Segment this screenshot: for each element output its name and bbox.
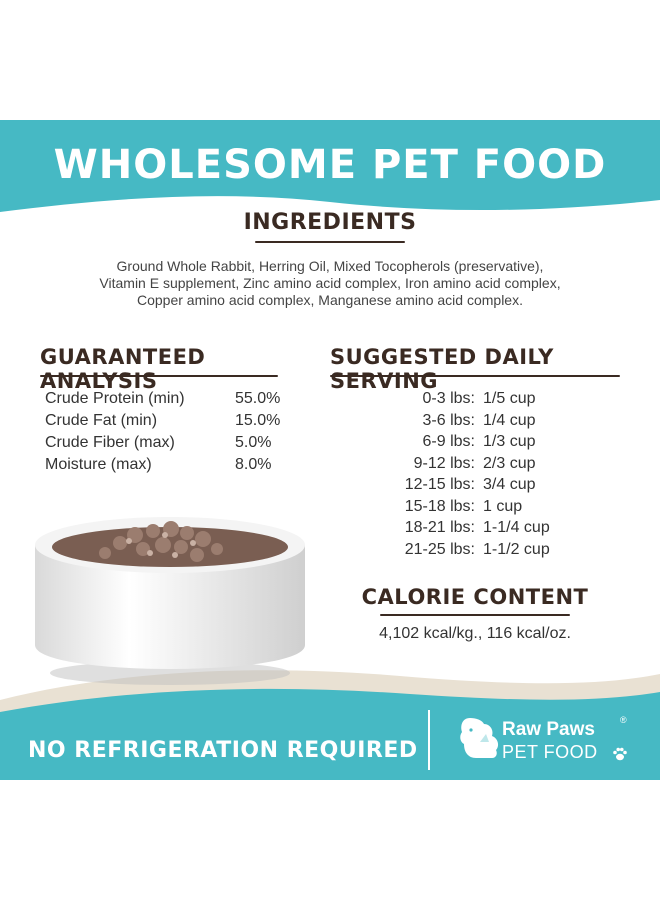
serving-heading: SUGGESTED DAILY SERVING: [330, 345, 554, 393]
ingredients-line: Ground Whole Rabbit, Herring Oil, Mixed …: [116, 258, 544, 274]
serving-table: 0-3 lbs: 1/5 cup 3-6 lbs: 1/4 cup 6-9 lb…: [380, 390, 550, 562]
serving-amount: 3/4 cup: [483, 476, 536, 493]
ingredients-line: Copper amino acid complex, Manganese ami…: [137, 292, 523, 308]
analysis-value: 5.0%: [235, 434, 272, 451]
registered-mark: ®: [620, 715, 627, 725]
brand-name: Raw Paws: [502, 719, 595, 740]
serving-row: 21-25 lbs: 1-1/2 cup: [380, 541, 550, 563]
analysis-row: Crude Fat (min) 15.0%: [45, 412, 280, 434]
analysis-row: Crude Protein (min) 55.0%: [45, 390, 280, 412]
serving-underline: [330, 375, 620, 377]
serving-weight: 12-15 lbs:: [404, 476, 475, 493]
serving-amount: 1/4 cup: [483, 411, 536, 429]
ingredients-list: Ground Whole Rabbit, Herring Oil, Mixed …: [40, 258, 620, 309]
paw-icon: [613, 747, 627, 761]
analysis-underline: [40, 375, 278, 377]
analysis-name: Crude Fiber (max): [45, 434, 175, 451]
banner-wave: [0, 196, 660, 220]
analysis-name: Crude Protein (min): [45, 390, 185, 407]
serving-row: 6-9 lbs: 1/3 cup: [380, 433, 550, 455]
food-bowl-image: [35, 517, 305, 685]
serving-weight: 15-18 lbs:: [404, 497, 475, 515]
analysis-name: Moisture (max): [45, 456, 152, 473]
calorie-underline: [380, 614, 570, 616]
analysis-row: Crude Fiber (max) 5.0%: [45, 434, 280, 456]
serving-weight: 3-6 lbs:: [422, 411, 475, 429]
serving-weight: 0-3 lbs:: [422, 390, 475, 407]
analysis-heading: GUARANTEED ANALYSIS: [40, 345, 206, 393]
serving-row: 9-12 lbs: 2/3 cup: [380, 455, 550, 477]
analysis-table: Crude Protein (min) 55.0% Crude Fat (min…: [45, 390, 280, 478]
ingredients-line: Vitamin E supplement, Zinc amino acid co…: [99, 275, 561, 291]
analysis-name: Crude Fat (min): [45, 412, 158, 429]
ingredients-underline: [255, 241, 405, 243]
calorie-text: 4,102 kcal/kg., 116 kcal/oz.: [379, 625, 571, 642]
serving-weight: 21-25 lbs:: [404, 540, 475, 558]
serving-amount: 1/3 cup: [483, 433, 536, 450]
serving-weight: 18-21 lbs:: [404, 519, 475, 536]
serving-row: 15-18 lbs: 1 cup: [380, 498, 550, 520]
serving-amount: 1-1/2 cup: [483, 540, 550, 558]
serving-row: 12-15 lbs: 3/4 cup: [380, 476, 550, 498]
serving-row: 3-6 lbs: 1/4 cup: [380, 412, 550, 434]
footer-divider: [428, 710, 430, 770]
serving-weight: 9-12 lbs:: [413, 454, 475, 472]
brand-sub: PET FOOD: [502, 742, 598, 762]
banner-title: WHOLESOME PET FOOD: [53, 142, 607, 188]
footer-text: NO REFRIGERATION REQUIRED: [28, 738, 418, 763]
title-banner: WHOLESOME PET FOOD: [0, 120, 660, 220]
serving-amount: 1-1/4 cup: [483, 519, 550, 536]
ingredients-heading: INGREDIENTS: [243, 210, 417, 235]
calorie-heading: CALORIE CONTENT: [361, 585, 589, 609]
serving-row: 0-3 lbs: 1/5 cup: [380, 390, 550, 412]
dog-cat-logo-icon: [460, 718, 499, 758]
serving-amount: 2/3 cup: [483, 454, 536, 472]
analysis-value: 8.0%: [235, 456, 272, 473]
analysis-value: 55.0%: [235, 390, 281, 407]
serving-amount: 1/5 cup: [483, 390, 536, 407]
serving-weight: 6-9 lbs:: [422, 433, 475, 450]
analysis-row: Moisture (max) 8.0%: [45, 456, 280, 478]
serving-row: 18-21 lbs: 1-1/4 cup: [380, 519, 550, 541]
analysis-value: 15.0%: [235, 412, 281, 429]
serving-amount: 1 cup: [483, 497, 523, 515]
